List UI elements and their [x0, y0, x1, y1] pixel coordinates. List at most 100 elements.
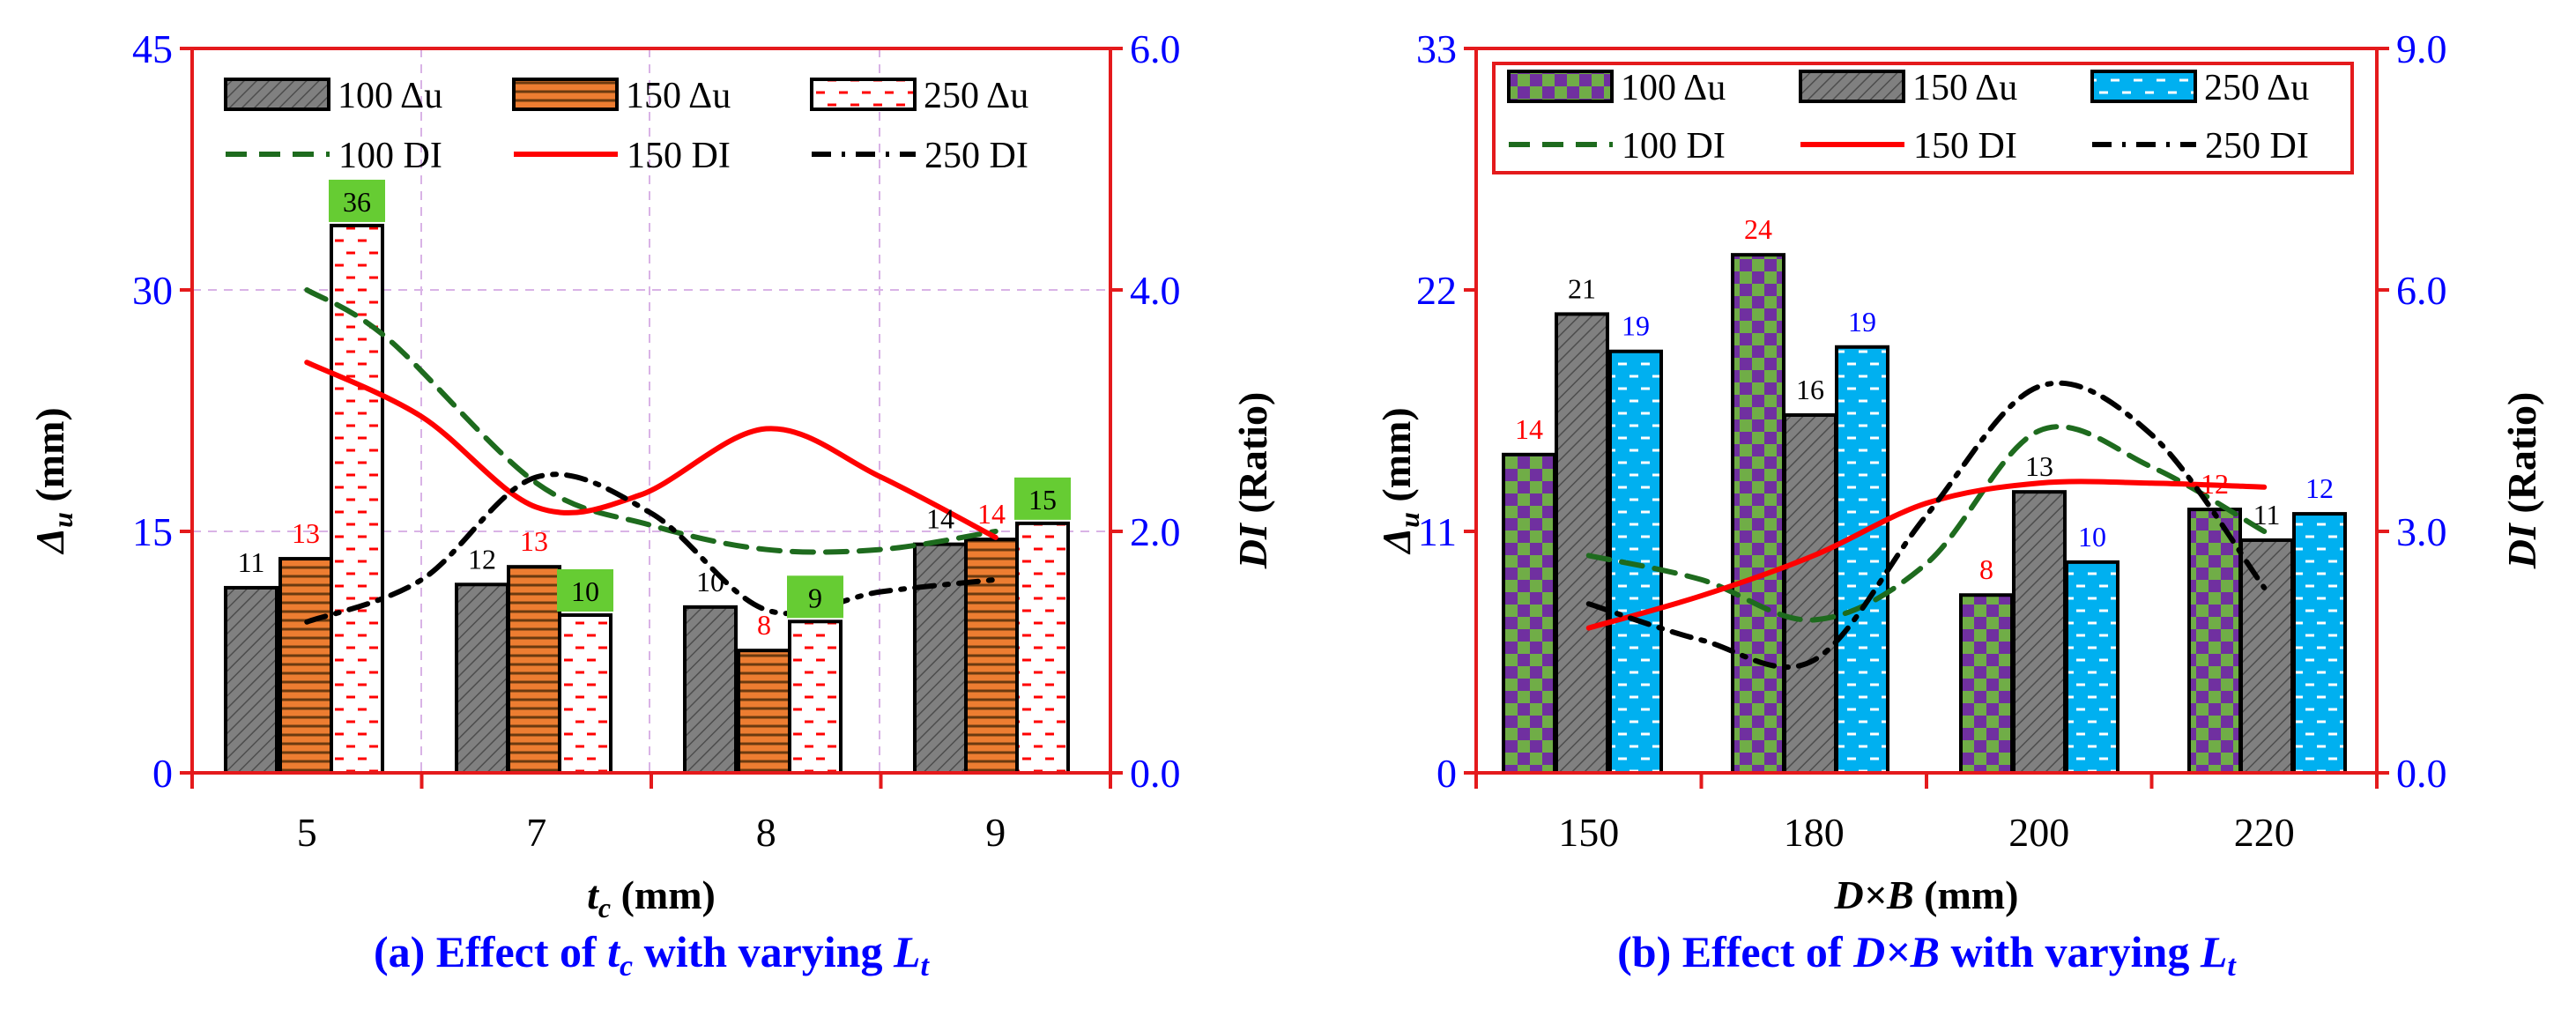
- bar: [913, 542, 968, 775]
- bar: [683, 605, 738, 775]
- chart-panel-b: 14 24 8 12 21 16 13 11 19 19 10 12 0 11 22 33 0.0 3.0 6.0 9…: [1374, 26, 2544, 983]
- bar: [964, 538, 1019, 775]
- y-axis-label-right: DI (Ratio): [2499, 392, 2544, 570]
- data-label: 12: [2305, 472, 2334, 504]
- bar: [1731, 253, 1785, 775]
- x-axis-label: tc (mm): [587, 872, 716, 924]
- bar: [1555, 312, 1609, 775]
- data-label: 14: [977, 498, 1006, 530]
- data-label: 10: [571, 575, 599, 607]
- bar: [558, 612, 612, 775]
- data-label: 24: [1744, 213, 1772, 245]
- bar: [2292, 512, 2347, 775]
- caption-var-sub: t: [921, 950, 931, 983]
- data-label: 12: [468, 543, 496, 575]
- x-tick-label: 8: [756, 810, 776, 855]
- x-axis-label-sub: c: [598, 892, 611, 924]
- y-axis-label-unit: (mm): [27, 407, 72, 512]
- data-label: 10: [696, 566, 724, 597]
- y-tick-label-right: 6.0: [2396, 268, 2447, 313]
- legend-label: 100 DI: [338, 136, 442, 176]
- series-line: [304, 287, 998, 555]
- legend-label: 250 DI: [2205, 126, 2309, 167]
- y-tick-label-left: 11: [1418, 509, 1457, 554]
- bar: [278, 557, 333, 775]
- caption-text: (b) Effect of: [1617, 927, 1853, 976]
- data-label: 19: [1848, 306, 1876, 338]
- bar: [2065, 560, 2119, 775]
- series-line: [1585, 380, 2268, 671]
- y-axis-label-unit: (mm): [1374, 407, 1419, 512]
- y-axis-label-var: DI: [2499, 522, 2544, 569]
- y-axis-label-var: Δ: [1374, 528, 1419, 555]
- y-tick-label-left: 45: [132, 26, 173, 71]
- legend-label: 100 Δu: [338, 76, 442, 116]
- data-label: 14: [1515, 413, 1543, 445]
- y-tick-label-right: 2.0: [1130, 509, 1181, 554]
- bar: [737, 649, 791, 775]
- y-axis-label-sub: u: [47, 512, 78, 528]
- y-tick-label-right: 0.0: [2396, 751, 2447, 796]
- caption-var: t: [607, 927, 621, 976]
- y-tick-label-left: 0: [1436, 751, 1457, 796]
- chart-caption: (b) Effect of D×B with varying Lt: [1617, 927, 2237, 983]
- y-axis-label-left: Δu (mm): [27, 407, 78, 554]
- legend-swatch: [224, 78, 330, 111]
- caption-var: D×B: [1852, 927, 1940, 976]
- chart-panel-a: 11 12 10 14 13 13 8 14 36 10 9 15 0 15 30 45 0.0 2.0 4.0 6.…: [27, 26, 1275, 983]
- bar: [507, 565, 561, 775]
- data-label: 8: [757, 609, 771, 641]
- bar: [455, 582, 509, 775]
- y-axis-label-var: DI: [1230, 522, 1275, 569]
- legend-swatch: [1507, 70, 1614, 103]
- bar: [2239, 538, 2294, 775]
- legend-label: 150 Δu: [1912, 68, 2017, 108]
- y-tick-label-left: 22: [1416, 268, 1457, 313]
- legend-label: 100 Δu: [1621, 68, 1726, 108]
- y-tick-label-right: 3.0: [2396, 509, 2447, 554]
- legend-label: 150 DI: [627, 136, 731, 176]
- legend-label: 100 DI: [1622, 126, 1726, 167]
- x-tick-label: 180: [1784, 810, 1845, 855]
- y-tick-label-left: 30: [132, 268, 173, 313]
- legend-label: 150 Δu: [626, 76, 731, 116]
- data-label: 13: [2025, 450, 2053, 482]
- x-tick-label: 200: [2008, 810, 2069, 855]
- bar: [2012, 490, 2067, 775]
- data-label-badge: [329, 179, 385, 222]
- bar: [1959, 593, 2014, 775]
- data-label: 9: [808, 582, 822, 613]
- data-label-badge: [787, 575, 843, 619]
- data-label: 10: [2078, 521, 2106, 553]
- data-label: 12: [2201, 468, 2229, 500]
- series-line: [1585, 424, 2268, 623]
- chart-caption: (a) Effect of tc with varying Lt: [374, 927, 931, 983]
- bar: [1015, 521, 1070, 775]
- y-axis-label-unit: (Ratio): [2499, 392, 2544, 523]
- legend-swatch: [1799, 70, 1905, 103]
- bar: [2187, 508, 2242, 775]
- bar: [1835, 345, 1889, 775]
- data-label: 15: [1028, 484, 1057, 516]
- data-label: 36: [343, 186, 371, 218]
- data-label: 11: [2253, 499, 2281, 530]
- x-axis-label-var: D×B: [1834, 872, 1914, 917]
- x-tick-label: 220: [2234, 810, 2295, 855]
- data-label: 13: [292, 517, 320, 549]
- y-tick-label-right: 6.0: [1130, 26, 1181, 71]
- bar: [788, 619, 843, 775]
- y-tick-label-right: 9.0: [2396, 26, 2447, 71]
- series-line: [1585, 479, 2268, 631]
- y-tick-label-left: 15: [132, 509, 173, 554]
- y-tick-label-left: 33: [1416, 26, 1457, 71]
- bar: [224, 585, 278, 775]
- series-line: [304, 471, 998, 625]
- bar: [330, 223, 384, 775]
- y-tick-label-left: 0: [152, 751, 173, 796]
- data-label: 14: [926, 503, 954, 535]
- caption-text: with varying: [633, 927, 894, 976]
- caption-text: (a) Effect of: [374, 927, 607, 976]
- caption-var: L: [893, 927, 921, 976]
- caption-var-sub: t: [2227, 950, 2237, 983]
